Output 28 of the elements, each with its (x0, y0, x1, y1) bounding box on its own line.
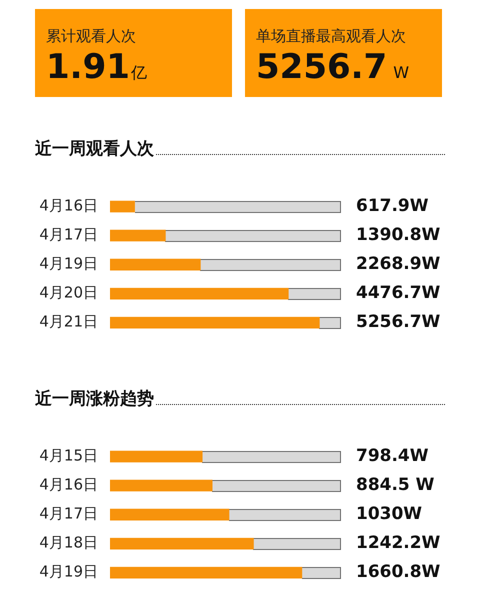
text: 5256.7 W (256, 47, 410, 87)
text: 单场直播最高观看人次 (256, 27, 407, 45)
y-tick-label: 4月15日 (39, 446, 98, 464)
y-tick-label: 4月21日 (39, 312, 98, 331)
data-label: 1242.2W (356, 533, 441, 554)
y-tick-label: 4月20日 (39, 284, 98, 302)
data-label: 1030W (356, 504, 422, 524)
y-tick-label: 4月16日 (39, 196, 98, 214)
data-label: 4476.7W (356, 283, 441, 304)
data-label: 5256.7W (356, 312, 441, 332)
text: 1.91亿 (46, 47, 147, 87)
bar (110, 200, 135, 212)
data-label: 884.5 W (356, 475, 435, 496)
y-tick-label: 4月16日 (39, 475, 98, 494)
bar (110, 230, 166, 242)
data-label: 617.9W (356, 196, 429, 216)
chart-title: 近一周观看人次 (35, 138, 154, 160)
y-tick-label: 4月19日 (39, 562, 98, 581)
y-tick-label: 4月17日 (39, 225, 98, 244)
text: 累计观看人次 (46, 27, 137, 45)
y-tick-label: 4月18日 (39, 534, 98, 552)
data-label: 1660.8W (356, 562, 441, 582)
data-label: 798.4W (356, 446, 429, 466)
y-tick-label: 4月19日 (39, 254, 98, 273)
data-label: 2268.9W (356, 254, 441, 274)
y-tick-label: 4月17日 (39, 504, 98, 523)
data-label: 1390.8W (356, 225, 441, 246)
chart-title: 近一周涨粉趋势 (35, 388, 154, 410)
